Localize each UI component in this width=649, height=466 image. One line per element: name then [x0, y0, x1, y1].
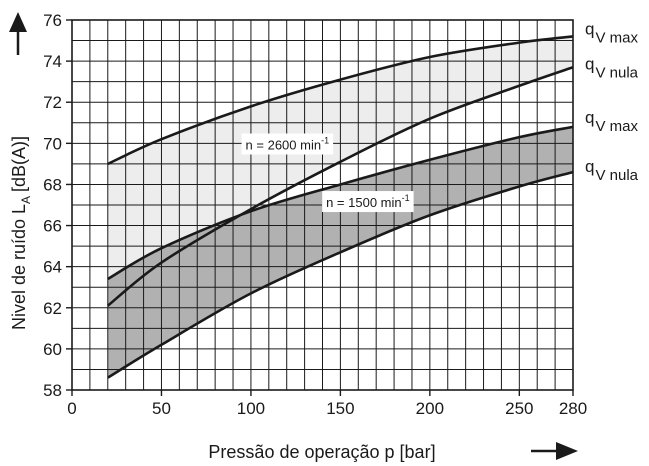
series-line-qv_max_1500	[107, 125, 574, 281]
x-axis-arrow-icon	[531, 442, 578, 460]
band-area-1	[107, 126, 573, 378]
y-tick-label: 62	[43, 299, 62, 318]
y-axis-title-sub: A	[19, 196, 33, 204]
series-line-qv_max_2600	[107, 35, 574, 166]
band-labels-layer: n = 2600 min-1n = 1500 min-1	[241, 133, 414, 213]
bands-layer	[107, 36, 573, 378]
band-label-0: n = 2600 min-1	[241, 133, 334, 155]
series-label-qv_max_1500: qV max	[585, 108, 638, 135]
y-tick-label: 64	[43, 258, 62, 277]
band-label-sup: -1	[402, 193, 410, 203]
y-tick-label: 66	[43, 217, 62, 236]
y-tick-label: 68	[43, 175, 62, 194]
band-label-text: n = 2600 min-1	[246, 136, 330, 153]
x-tick-label: 0	[67, 399, 76, 418]
y-tick-label: 74	[43, 52, 62, 71]
y-axis-arrow-icon	[9, 12, 27, 55]
band-label-main: n = 1500 min	[326, 195, 402, 210]
series-line-qv_nula_1500	[107, 170, 574, 379]
series-label-sub: V max	[595, 118, 638, 135]
x-axis-title: Pressão de operação p [bar]	[208, 442, 435, 462]
x-tick-label: 100	[237, 399, 265, 418]
band-area-0	[107, 36, 573, 306]
series-label-qv_max_2600: qV max	[585, 19, 638, 46]
plot-frame	[71, 19, 574, 391]
band-label-main: n = 2600 min	[246, 138, 322, 153]
series-label-sub: V nula	[595, 64, 638, 81]
series-label-main: q	[585, 108, 594, 127]
series-label-qv_nula_1500: qV nula	[585, 157, 639, 184]
band-label-sup: -1	[321, 136, 329, 146]
y-tick-label: 60	[43, 340, 62, 359]
x-tick-label: 280	[559, 399, 587, 418]
x-tick-label: 50	[152, 399, 171, 418]
y-tick-label: 72	[43, 93, 62, 112]
band-label-1: n = 1500 min-1	[322, 191, 414, 213]
band-label-box	[322, 191, 414, 213]
band-label-box	[241, 133, 334, 155]
series-line-qv_nula_2600	[106, 66, 574, 307]
series-label-qv_nula_2600: qV nula	[585, 54, 639, 81]
ticks-layer: 0 50 100 150 200 250 280 58 60 62 64 66 68 70 72 74 76	[43, 11, 587, 418]
x-tick-label: 250	[505, 399, 533, 418]
series-label-main: q	[585, 157, 594, 176]
y-axis-title-main: Nivel de ruído L	[9, 204, 29, 330]
y-tick-label: 76	[43, 11, 62, 30]
y-axis-title-unit: [dB(A)]	[9, 136, 29, 192]
series-label-sub: V max	[595, 29, 638, 46]
x-tick-label: 200	[416, 399, 444, 418]
y-tick-label: 70	[43, 134, 62, 153]
y-tick-label: 58	[43, 381, 62, 400]
band-label-text: n = 1500 min-1	[326, 193, 410, 210]
series-label-main: q	[585, 19, 594, 38]
series-label-sub: V nula	[595, 167, 638, 184]
series-label-main: q	[585, 54, 594, 73]
x-tick-label: 150	[326, 399, 354, 418]
y-axis-title: Nivel de ruído LA [dB(A)]	[9, 136, 33, 330]
lines-layer	[106, 35, 574, 379]
